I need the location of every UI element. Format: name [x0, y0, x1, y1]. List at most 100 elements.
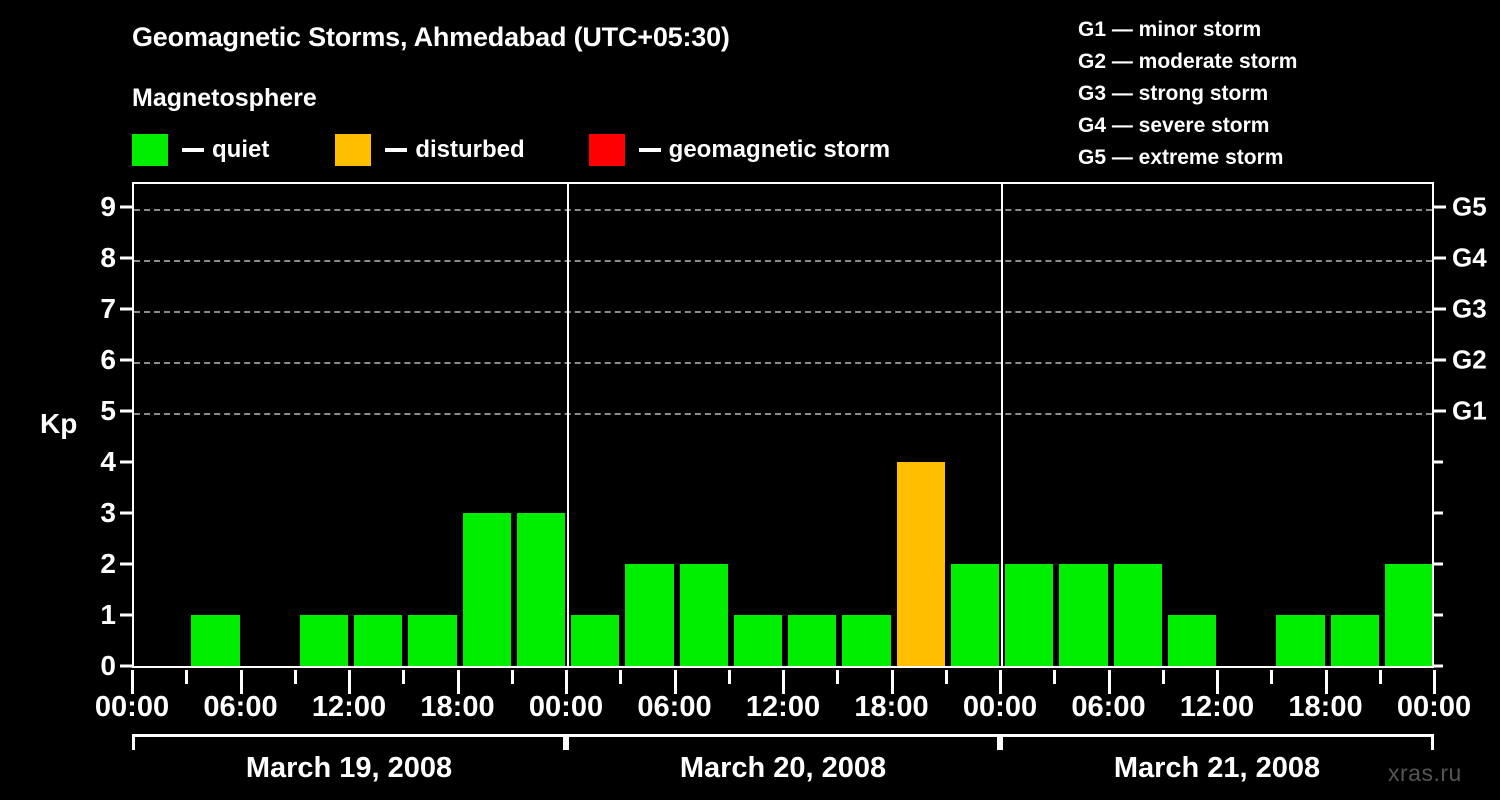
x-tick-label-3: 18:00 — [420, 691, 495, 723]
y-tick-mark-5 — [120, 409, 132, 413]
x-tick-mark-3 — [293, 670, 297, 684]
g-axis-label-G2: G2 — [1452, 344, 1487, 375]
y-tick-label-8: 8 — [100, 242, 116, 274]
green-swatch — [132, 134, 168, 166]
x-tick-mark-9 — [619, 670, 623, 684]
g-axis-tick-mark-2 — [1434, 562, 1443, 566]
day-bracket-2 — [566, 734, 1000, 750]
x-tick-label-0: 00:00 — [94, 691, 170, 723]
x-tick-mark-1 — [185, 670, 189, 684]
legend-label: disturbed — [415, 136, 525, 163]
x-tick-label-7: 18:00 — [854, 691, 929, 723]
bar-13 — [842, 615, 891, 666]
bar-16 — [1005, 564, 1054, 666]
x-tick-mark-17 — [1053, 670, 1057, 684]
bar-19 — [1167, 615, 1216, 666]
g-axis-tick-mark-9 — [1434, 205, 1446, 209]
y-tick-mark-1 — [120, 613, 132, 617]
x-tick-label-2: 12:00 — [311, 691, 387, 723]
x-tick-mark-11 — [727, 670, 731, 684]
gridline-kp-6 — [134, 362, 1432, 365]
x-tick-label-4: 00:00 — [528, 691, 604, 723]
y-tick-mark-6 — [120, 358, 132, 362]
legend-dash-icon — [638, 148, 661, 152]
g-legend-row-2: G2 — moderate storm — [1078, 50, 1298, 73]
bar-1 — [191, 615, 240, 666]
bar-12 — [788, 615, 837, 666]
y-tick-mark-4 — [120, 460, 132, 464]
g-axis-tick-mark-6 — [1434, 358, 1446, 362]
g-axis-label-G3: G3 — [1452, 293, 1487, 324]
g-axis-label-G5: G5 — [1452, 191, 1487, 222]
bar-9 — [625, 564, 674, 666]
gridline-kp-5 — [134, 413, 1432, 416]
legend-entry-disturbed: disturbed — [335, 133, 525, 167]
y-tick-label-3: 3 — [100, 497, 116, 529]
g-axis-label-G1: G1 — [1452, 395, 1487, 426]
y-tick-label-2: 2 — [100, 548, 116, 580]
day-label-2: March 20, 2008 — [679, 752, 887, 784]
x-tick-mark-2 — [239, 670, 243, 694]
bar-7 — [516, 513, 565, 666]
red-swatch — [588, 134, 625, 166]
day-label-3: March 21, 2008 — [1113, 752, 1321, 784]
y-axis-title: Kp — [40, 408, 78, 439]
bar-21 — [1276, 615, 1325, 666]
g-legend-row-5: G5 — extreme storm — [1078, 146, 1284, 169]
g-axis-tick-mark-0 — [1434, 664, 1443, 668]
x-tick-mark-8 — [565, 670, 568, 694]
x-tick-mark-12 — [782, 670, 785, 694]
x-tick-mark-16 — [999, 670, 1002, 694]
legend-dash-icon — [182, 148, 204, 152]
bar-8 — [571, 615, 620, 666]
watermark: xras.ru — [1388, 760, 1462, 786]
x-tick-label-10: 12:00 — [1179, 691, 1255, 723]
y-tick-label-5: 5 — [100, 395, 116, 427]
day-divider — [567, 184, 569, 666]
g-axis-tick-mark-3 — [1434, 511, 1443, 515]
g-scale-legend: G1 — minor storm G2 — moderate storm G3 — … — [1078, 14, 1297, 174]
legend-entry-quiet: quiet — [132, 133, 269, 167]
bar-6 — [462, 513, 511, 666]
page-title: Geomagnetic Storms, Ahmedabad (UTC+05:30… — [132, 22, 730, 52]
x-tick-mark-0 — [131, 670, 134, 694]
y-tick-mark-9 — [120, 205, 132, 209]
plot-area — [132, 182, 1434, 668]
x-tick-mark-21 — [1270, 670, 1274, 684]
bar-3 — [299, 615, 348, 666]
legend-entry-geomagnetic: geomagnetic storm — [588, 133, 891, 167]
x-tick-mark-15 — [944, 670, 948, 684]
x-tick-mark-24 — [1433, 670, 1436, 694]
x-tick-label-1: 06:00 — [203, 691, 278, 723]
legend-label: geomagnetic storm — [668, 136, 891, 163]
x-tick-label-12: 00:00 — [1396, 691, 1472, 723]
day-label-1: March 19, 2008 — [245, 752, 453, 784]
x-tick-mark-14 — [890, 670, 894, 694]
g-legend-row-1: G1 — minor storm — [1078, 18, 1262, 41]
g-axis-label-G4: G4 — [1452, 242, 1487, 273]
x-tick-label-11: 18:00 — [1288, 691, 1363, 723]
x-tick-mark-4 — [348, 670, 351, 694]
x-tick-mark-18 — [1107, 670, 1111, 694]
g-legend-row-3: G3 — strong storm — [1078, 82, 1269, 105]
x-tick-label-5: 06:00 — [637, 691, 712, 723]
x-tick-mark-23 — [1378, 670, 1382, 684]
x-tick-mark-22 — [1324, 670, 1328, 694]
x-tick-mark-6 — [456, 670, 460, 694]
day-bracket-3 — [1000, 734, 1434, 750]
x-tick-mark-10 — [673, 670, 677, 694]
bar-11 — [733, 615, 782, 666]
x-tick-mark-19 — [1161, 670, 1165, 684]
g-legend-row-4: G4 — severe storm — [1078, 114, 1270, 137]
y-tick-label-9: 9 — [100, 191, 116, 223]
y-tick-mark-7 — [120, 307, 132, 311]
g-axis-tick-mark-4 — [1434, 460, 1443, 464]
bar-4 — [354, 615, 403, 666]
gridline-kp-7 — [134, 311, 1432, 314]
y-tick-mark-8 — [120, 256, 132, 260]
bar-14 — [896, 462, 945, 666]
day-bracket-1 — [132, 734, 566, 750]
gridline-kp-9 — [134, 209, 1432, 212]
y-tick-label-1: 1 — [100, 599, 116, 631]
